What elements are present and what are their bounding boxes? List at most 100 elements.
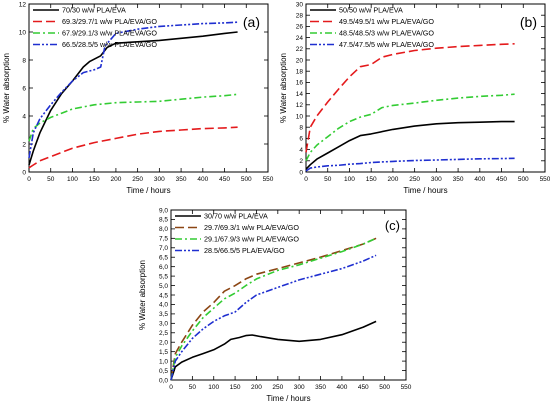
legend-label-3: 67.9/29.1/3 w/w PLA/EVA/GO — [62, 29, 157, 38]
x-axis-label: Time / hours — [126, 186, 170, 195]
y-tick-label: 9,0 — [159, 207, 168, 214]
legend-label-2: 69.3/29.7/1 w/w PLA/EVA/GO — [62, 17, 157, 26]
series-line-2 — [305, 43, 515, 153]
series-line-2 — [170, 237, 377, 381]
y-tick-label: 26 — [296, 24, 304, 31]
panel-label: (c) — [385, 218, 400, 233]
y-tick-label: 8 — [22, 57, 26, 64]
y-tick-label: 4,5 — [159, 292, 168, 299]
x-tick-label: 50 — [47, 176, 55, 183]
x-tick-label: 500 — [518, 176, 529, 183]
y-tick-label: 7,5 — [159, 236, 168, 243]
legend-label-1: 30/70 w/w PLA/EVA — [204, 212, 268, 221]
x-tick-label: 200 — [251, 384, 262, 391]
series-line-4 — [170, 254, 377, 381]
y-tick-label: 20 — [296, 57, 304, 64]
x-tick-label: 400 — [474, 176, 485, 183]
y-tick-label: 6 — [299, 136, 303, 143]
y-tick-label: 7,0 — [159, 245, 168, 252]
panel-1: 0 50 100 150 200 250 300 350 400 450 500 550 0 2 4 6 8 10… — [2, 1, 274, 195]
x-tick-label: 550 — [540, 176, 550, 183]
series-line-1 — [28, 31, 238, 166]
x-tick-label: 550 — [401, 384, 412, 391]
series-line-4 — [28, 21, 238, 159]
x-tick-label: 0 — [304, 176, 308, 183]
x-axis-label: Time / hours — [403, 186, 447, 195]
x-tick-label: 300 — [294, 384, 305, 391]
x-tick-label: 150 — [366, 176, 377, 183]
y-tick-label: 8 — [299, 125, 303, 132]
y-tick-label: 28 — [296, 13, 304, 20]
legend-label-3: 48.5/48.5/3 w/w PLA/EVA/GO — [339, 29, 434, 38]
legend-label-2: 29.7/69.3/1 w/w PLA/EVA/GO — [204, 223, 299, 232]
x-tick-label: 400 — [197, 176, 208, 183]
x-tick-label: 0 — [169, 384, 173, 391]
series-line-1 — [305, 120, 515, 170]
y-tick-label: 24 — [296, 35, 304, 42]
y-tick-label: 16 — [296, 80, 304, 87]
x-tick-label: 550 — [263, 176, 274, 183]
y-tick-label: 8,5 — [159, 217, 168, 224]
x-tick-label: 300 — [431, 176, 442, 183]
legend-label-4: 28.5/66.5/5 PLA/EVA/GO — [204, 246, 285, 255]
y-tick-label: 0 — [22, 169, 26, 176]
y-tick-label: 10 — [296, 113, 304, 120]
x-axis-label: Time / hours — [266, 394, 310, 403]
x-tick-label: 100 — [344, 176, 355, 183]
x-tick-label: 450 — [358, 384, 369, 391]
x-tick-label: 150 — [230, 384, 241, 391]
series-line-3 — [28, 93, 238, 142]
x-tick-label: 350 — [453, 176, 464, 183]
y-tick-label: 4 — [22, 113, 26, 120]
x-tick-label: 0 — [27, 176, 31, 183]
x-tick-label: 200 — [387, 176, 398, 183]
y-tick-label: 6,0 — [159, 264, 168, 271]
y-tick-label: 2,0 — [159, 340, 168, 347]
y-tick-label: 10 — [19, 29, 27, 36]
series-line-2 — [28, 126, 238, 169]
x-tick-label: 150 — [89, 176, 100, 183]
y-tick-label: 22 — [296, 46, 304, 53]
panel-label: (b) — [520, 14, 537, 30]
x-tick-label: 50 — [189, 384, 197, 391]
y-tick-label: 2 — [22, 141, 26, 148]
series-line-1 — [170, 320, 377, 381]
y-tick-label: 2,5 — [159, 330, 168, 337]
series-line-4 — [305, 157, 515, 172]
y-axis-label: % Water absorption — [2, 53, 11, 123]
panel-label: (a) — [243, 14, 260, 30]
x-tick-label: 50 — [324, 176, 332, 183]
y-tick-label: 1,0 — [159, 358, 168, 365]
x-tick-label: 350 — [176, 176, 187, 183]
y-tick-label: 6,5 — [159, 255, 168, 262]
y-tick-label: 5,0 — [159, 283, 168, 290]
x-tick-label: 100 — [67, 176, 78, 183]
y-tick-label: 30 — [296, 1, 304, 8]
y-tick-label: 0 — [299, 169, 303, 176]
legend-label-2: 49.5/49.5/1 w/w PLA/EVA/GO — [339, 17, 434, 26]
y-tick-label: 0,5 — [159, 368, 168, 375]
x-tick-label: 500 — [241, 176, 252, 183]
y-tick-label: 1,5 — [159, 349, 168, 356]
panel-2: 0 50 100 150 200 250 300 350 400 450 500 5500246810… — [279, 1, 550, 195]
y-tick-label: 4,0 — [159, 302, 168, 309]
y-axis-label: % Water absorption — [279, 53, 288, 123]
x-tick-label: 450 — [496, 176, 507, 183]
x-tick-label: 200 — [110, 176, 121, 183]
x-tick-label: 400 — [336, 384, 347, 391]
x-tick-label: 250 — [272, 384, 283, 391]
y-tick-label: 2 — [299, 158, 303, 165]
legend-label-4: 47.5/47.5/5 w/w PLA/EVA/GO — [339, 40, 434, 49]
y-tick-label: 4 — [299, 147, 303, 154]
x-tick-label: 300 — [154, 176, 165, 183]
y-tick-label: 8,0 — [159, 226, 168, 233]
y-tick-label: 18 — [296, 69, 304, 76]
y-axis-label: % Water absorption — [138, 260, 147, 330]
x-tick-label: 500 — [379, 384, 390, 391]
series-line-3 — [305, 93, 515, 162]
y-tick-label: 3,5 — [159, 311, 168, 318]
y-tick-label: 6 — [22, 85, 26, 92]
x-tick-label: 350 — [315, 384, 326, 391]
x-tick-label: 450 — [219, 176, 230, 183]
